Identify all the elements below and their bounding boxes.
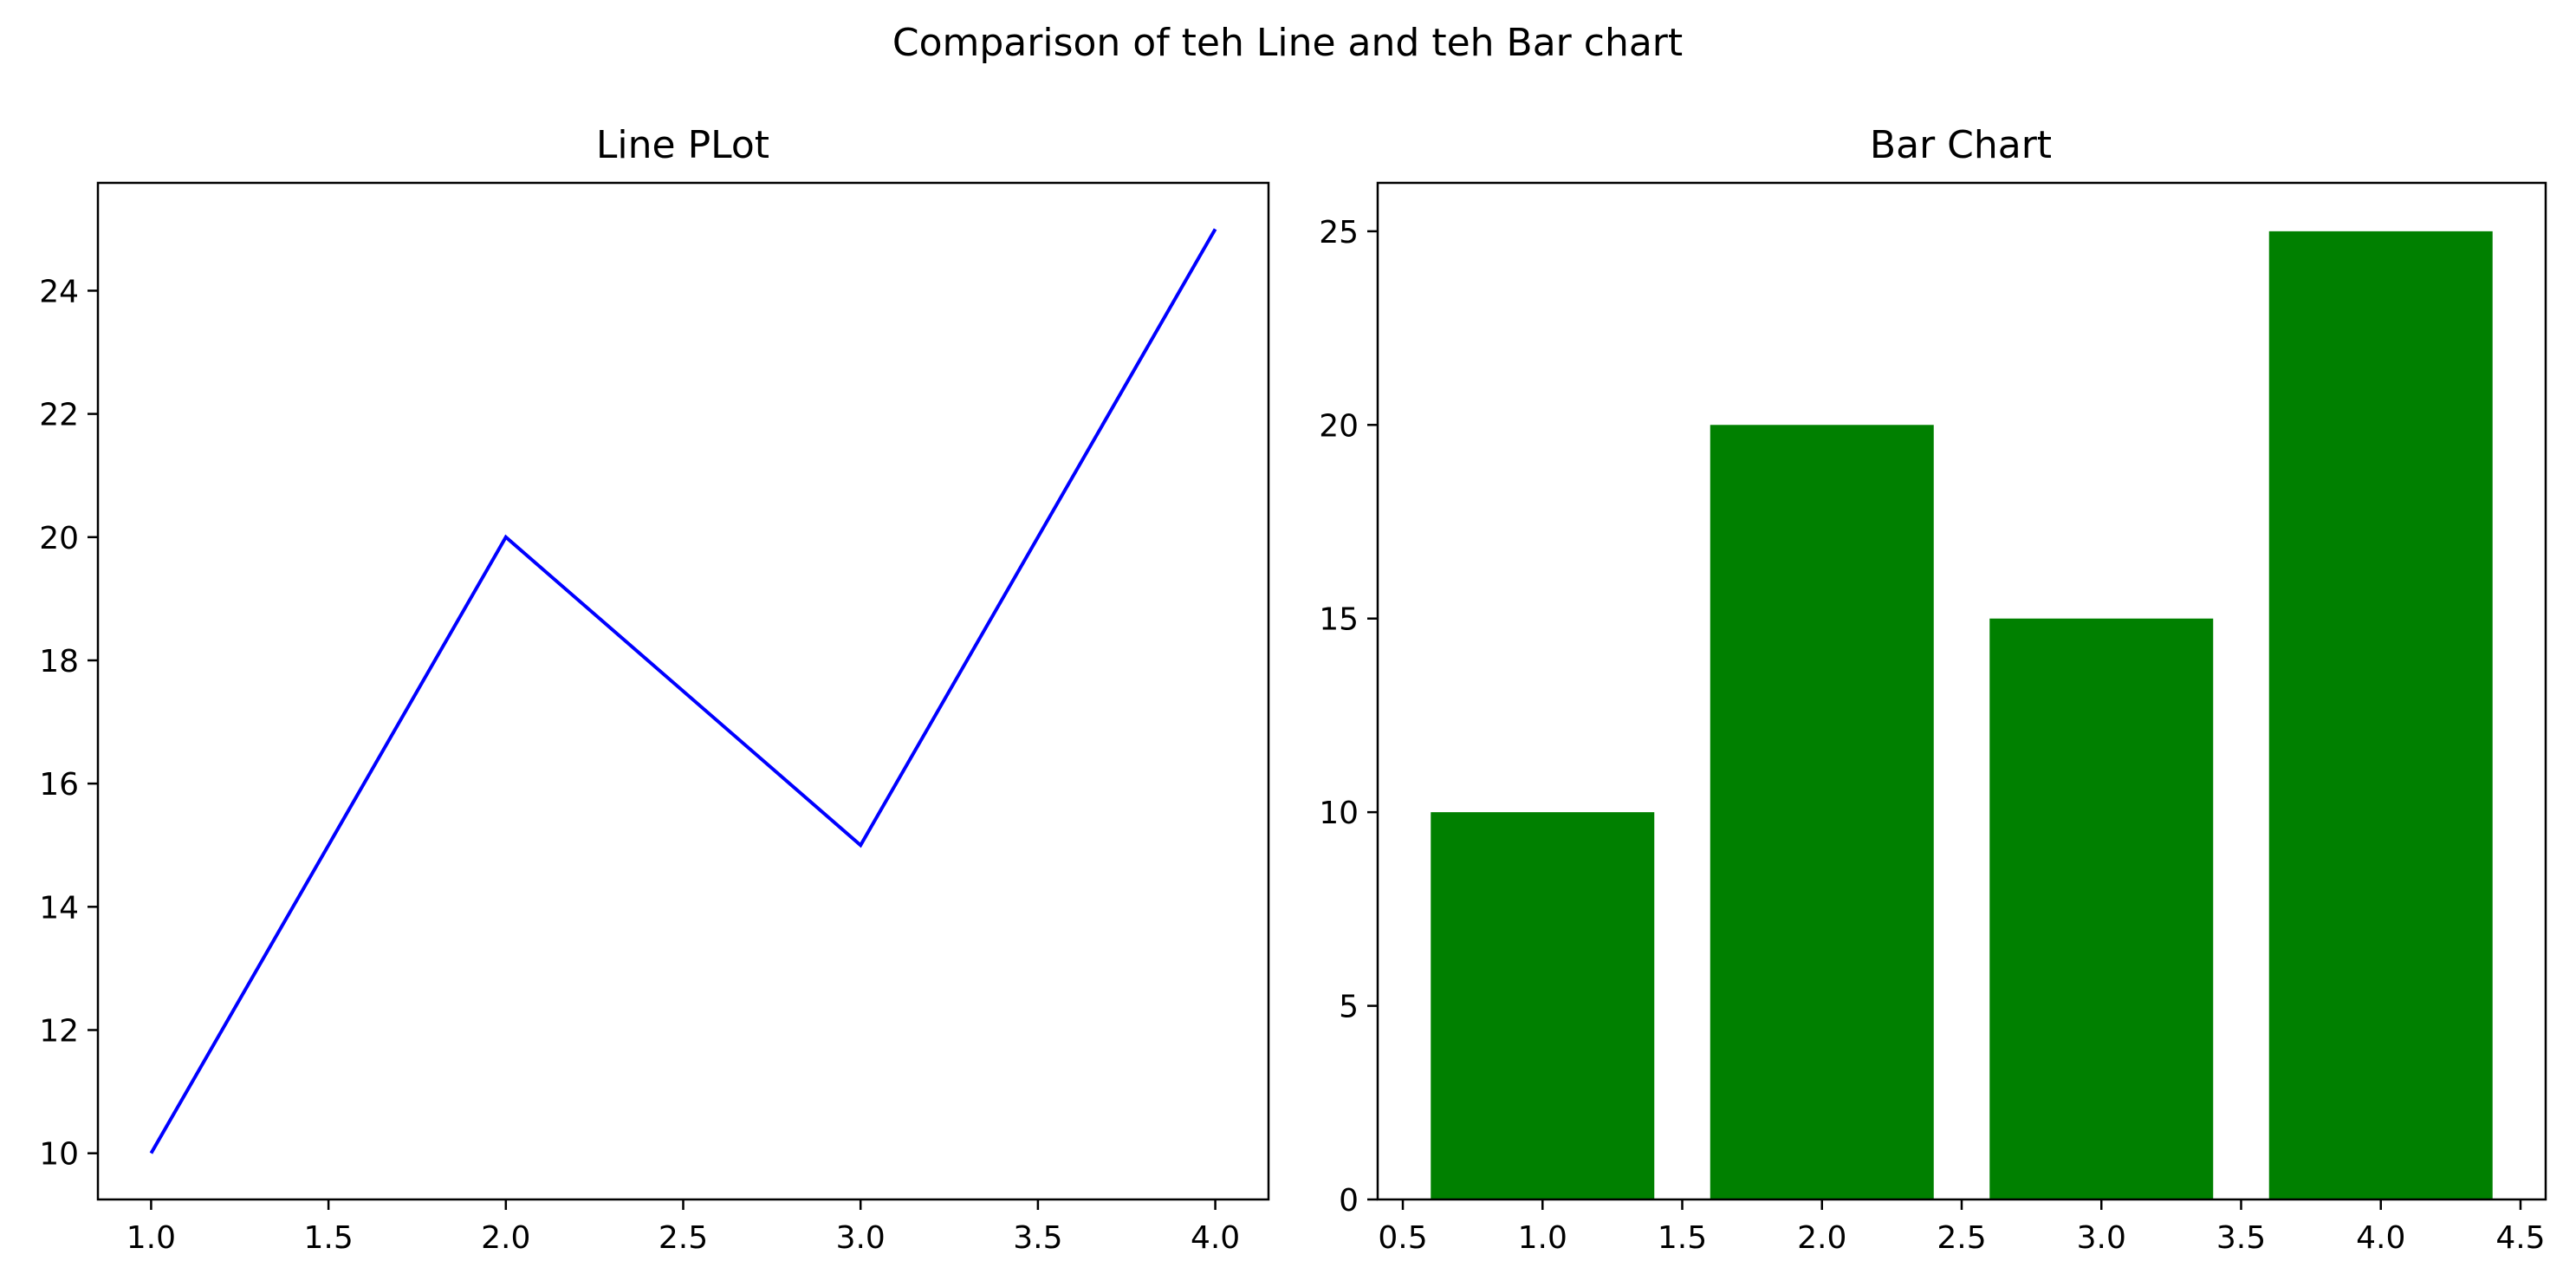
line-plot-ytick-label: 24 (39, 274, 79, 309)
bar-chart-xtick-label: 3.0 (2077, 1220, 2126, 1256)
bar-chart-ytick-label: 15 (1319, 602, 1359, 638)
line-series (149, 228, 1217, 1154)
bar-chart-ytick-label: 5 (1339, 990, 1359, 1025)
bar-chart-ytick-label: 20 (1319, 408, 1359, 444)
line-plot-ytick-label: 10 (39, 1137, 79, 1173)
bar-4 (2268, 231, 2493, 1199)
bar-chart-xtick-label: 1.5 (1658, 1220, 1707, 1256)
bar-chart-ticks: 0.5 1.0 1.5 2.0 2.5 3.0 3.5 4.0 4.5 0 5 10 15 20 25 (1319, 215, 2545, 1256)
line-plot-title: Line PLot (596, 123, 769, 167)
line-plot-xtick-label: 1.0 (127, 1220, 176, 1256)
figure-suptitle: Comparison of teh Line and teh Bar chart (892, 21, 1683, 65)
line-plot-ticks: 1.0 1.5 2.0 2.5 3.0 3.5 4.0 10 12 14 16 18 20 22 24 (39, 274, 1240, 1256)
line-plot-panel: Line PLot 1.0 1.5 2.0 2.5 3.0 3.5 4.0101214161… (39, 123, 1270, 1256)
line-plot-ytick-label: 14 (39, 890, 79, 926)
line-plot-ytick-label: 22 (39, 398, 79, 433)
bar-chart-title: Bar Chart (1870, 123, 2052, 167)
bar-chart-xtick-label: 4.5 (2495, 1220, 2545, 1256)
line-plot-xtick-label: 2.0 (481, 1220, 530, 1256)
bar-chart-ytick-label: 25 (1319, 215, 1359, 250)
line-plot-ytick-label: 18 (39, 644, 79, 679)
bar-chart-panel: Bar Chart 0.5 1.0 1.5 2.0 2.5 3.0 3.5 4.0 4.5 0 5 1… (1319, 123, 2547, 1256)
bar-2 (1710, 425, 1934, 1199)
line-plot-xtick-label: 2.5 (659, 1220, 708, 1256)
line-plot-xtick-label: 3.5 (1013, 1220, 1062, 1256)
bar-chart-ytick-label: 0 (1339, 1183, 1359, 1219)
bar-chart-frame (1376, 181, 2547, 1201)
line-plot-xtick-label: 1.5 (303, 1220, 353, 1256)
line-plot-frame (96, 181, 1270, 1201)
bar-chart-xtick-label: 4.0 (2356, 1220, 2405, 1256)
line-plot-xtick-label: 4.0 (1191, 1220, 1240, 1256)
bar-chart-xtick-label: 2.5 (1937, 1220, 1986, 1256)
line-plot-xtick-label: 3.0 (836, 1220, 886, 1256)
bar-3 (1989, 618, 2214, 1199)
bar-chart-xtick-label: 2.0 (1797, 1220, 1846, 1256)
bar-chart-marks (1431, 231, 2493, 1199)
line-plot-ytick-label: 20 (39, 521, 79, 556)
bar-1 (1431, 812, 1655, 1199)
line-plot-marks (149, 228, 1217, 1154)
line-plot-ytick-label: 16 (39, 767, 79, 803)
bar-chart-xtick-label: 0.5 (1378, 1220, 1427, 1256)
bar-chart-ytick-label: 10 (1319, 796, 1359, 831)
line-plot-ytick-label: 12 (39, 1014, 79, 1050)
bar-chart-xtick-label: 3.5 (2216, 1220, 2266, 1256)
bar-chart-xtick-label: 1.0 (1518, 1220, 1567, 1256)
